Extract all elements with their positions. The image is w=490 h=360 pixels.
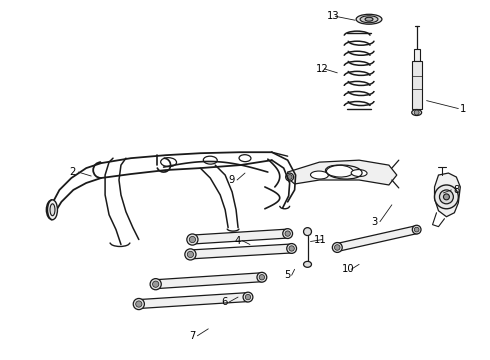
Ellipse shape — [50, 204, 55, 216]
Ellipse shape — [283, 229, 293, 238]
Circle shape — [289, 246, 294, 251]
Circle shape — [303, 228, 312, 235]
Ellipse shape — [243, 292, 253, 302]
Text: 12: 12 — [316, 64, 328, 74]
Circle shape — [414, 227, 419, 232]
Circle shape — [285, 231, 291, 236]
Circle shape — [152, 281, 159, 287]
Ellipse shape — [150, 279, 161, 290]
Text: 2: 2 — [70, 167, 76, 177]
Text: 7: 7 — [190, 331, 196, 341]
Ellipse shape — [365, 17, 373, 21]
Circle shape — [245, 294, 251, 300]
Polygon shape — [337, 226, 417, 251]
Polygon shape — [139, 293, 248, 309]
Circle shape — [435, 185, 458, 209]
Ellipse shape — [325, 165, 353, 177]
Text: 9: 9 — [228, 175, 235, 185]
Ellipse shape — [239, 155, 251, 162]
Polygon shape — [412, 61, 421, 109]
Ellipse shape — [356, 14, 382, 24]
Ellipse shape — [185, 249, 196, 260]
Ellipse shape — [286, 173, 294, 181]
Ellipse shape — [412, 109, 421, 116]
Text: 10: 10 — [342, 264, 355, 274]
Ellipse shape — [133, 298, 145, 310]
Ellipse shape — [203, 156, 217, 164]
Ellipse shape — [360, 16, 378, 23]
Polygon shape — [192, 229, 288, 244]
Polygon shape — [190, 244, 292, 259]
Text: 3: 3 — [371, 217, 377, 227]
Ellipse shape — [257, 272, 267, 282]
Ellipse shape — [351, 170, 367, 176]
Ellipse shape — [161, 158, 176, 167]
Circle shape — [335, 245, 340, 250]
Ellipse shape — [311, 171, 328, 179]
Polygon shape — [414, 49, 419, 61]
Ellipse shape — [412, 225, 421, 234]
Ellipse shape — [287, 244, 296, 253]
Circle shape — [259, 275, 265, 280]
Ellipse shape — [332, 243, 342, 252]
Circle shape — [440, 190, 453, 204]
Polygon shape — [288, 160, 397, 185]
Text: 8: 8 — [453, 185, 460, 195]
Text: 11: 11 — [314, 234, 326, 244]
Circle shape — [136, 301, 142, 307]
Circle shape — [443, 194, 449, 200]
Circle shape — [189, 237, 196, 243]
Ellipse shape — [303, 261, 312, 267]
Circle shape — [414, 110, 419, 115]
Circle shape — [287, 175, 292, 180]
Ellipse shape — [48, 200, 57, 220]
Text: 13: 13 — [327, 11, 340, 21]
Polygon shape — [155, 273, 262, 289]
Text: 5: 5 — [284, 270, 290, 280]
Text: 1: 1 — [460, 104, 466, 113]
Text: 4: 4 — [234, 235, 240, 246]
Ellipse shape — [187, 234, 198, 245]
Polygon shape — [435, 173, 460, 217]
Circle shape — [187, 251, 194, 257]
Text: 6: 6 — [221, 297, 227, 307]
